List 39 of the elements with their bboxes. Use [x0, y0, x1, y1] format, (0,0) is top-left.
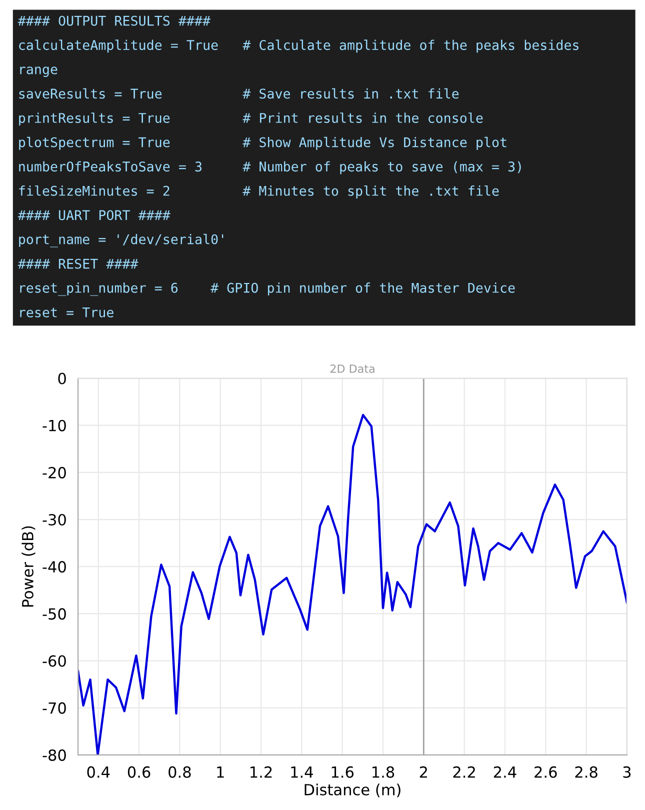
- y-tick-label: 0: [58, 372, 66, 384]
- x-tick-label: 1: [217, 766, 224, 778]
- y-tick-label: -10: [42, 420, 66, 432]
- x-tick-label: 1.4: [291, 766, 313, 778]
- x-tick-label: 1.2: [250, 766, 272, 778]
- x-tick-label: 1.6: [332, 766, 354, 778]
- y-tick-label: -20: [42, 466, 66, 478]
- y-tick-label: -50: [42, 608, 66, 620]
- text: reset_pin_number = 6 # GPIO pin number of the Master Device: [20, 282, 515, 296]
- x-tick-label: 2.8: [575, 766, 598, 778]
- text: #### UART PORT ####: [18, 210, 170, 220]
- text: #### OUTPUT RESULTS ####: [18, 16, 211, 26]
- x-tick-label: 2.6: [534, 766, 557, 778]
- text: port_name = '/dev/serial0': [19, 234, 224, 248]
- y-tick-label: -70: [42, 702, 66, 714]
- text: numberOfPeaksToSave = 3 # Number of peaks to save (max = 3): [19, 161, 521, 174]
- y-tick-label: -60: [42, 655, 66, 667]
- text: range: [20, 66, 58, 77]
- text: fileSizeMinutes = 2 # Minutes to split the .txt file: [19, 185, 499, 198]
- text: #### RESET ####: [18, 258, 138, 269]
- x-tick-label: 2: [420, 766, 427, 778]
- text: reset = True: [20, 307, 114, 318]
- x-tick-label: 0.8: [168, 766, 191, 778]
- x-tick-label: 0.4: [87, 766, 110, 778]
- text: calculateAmplitude = True # Calculate amplitude of the peaks besides: [19, 40, 578, 53]
- x-tick-label: 0.6: [128, 766, 150, 778]
- x-tick-label: 2.2: [453, 766, 475, 778]
- y-axis-title: Power (dB): [22, 526, 36, 607]
- text: printResults = True # Print results in the console: [19, 112, 483, 126]
- x-tick-label: 2.4: [494, 766, 516, 778]
- text: saveResults = True # Save results in .txt file: [19, 88, 459, 99]
- x-tick-label: 1.8: [372, 766, 394, 778]
- x-tick-label: 3: [623, 766, 631, 778]
- y-tick-label: -30: [42, 514, 66, 526]
- x-axis-title: Distance (m): [304, 784, 400, 798]
- text: plotSpectrum = True # Show Amplitude Vs Distance plot: [19, 136, 506, 150]
- chart-title: 2D Data: [330, 364, 374, 373]
- y-tick-label: -80: [42, 749, 66, 761]
- y-tick-label: -40: [42, 561, 66, 573]
